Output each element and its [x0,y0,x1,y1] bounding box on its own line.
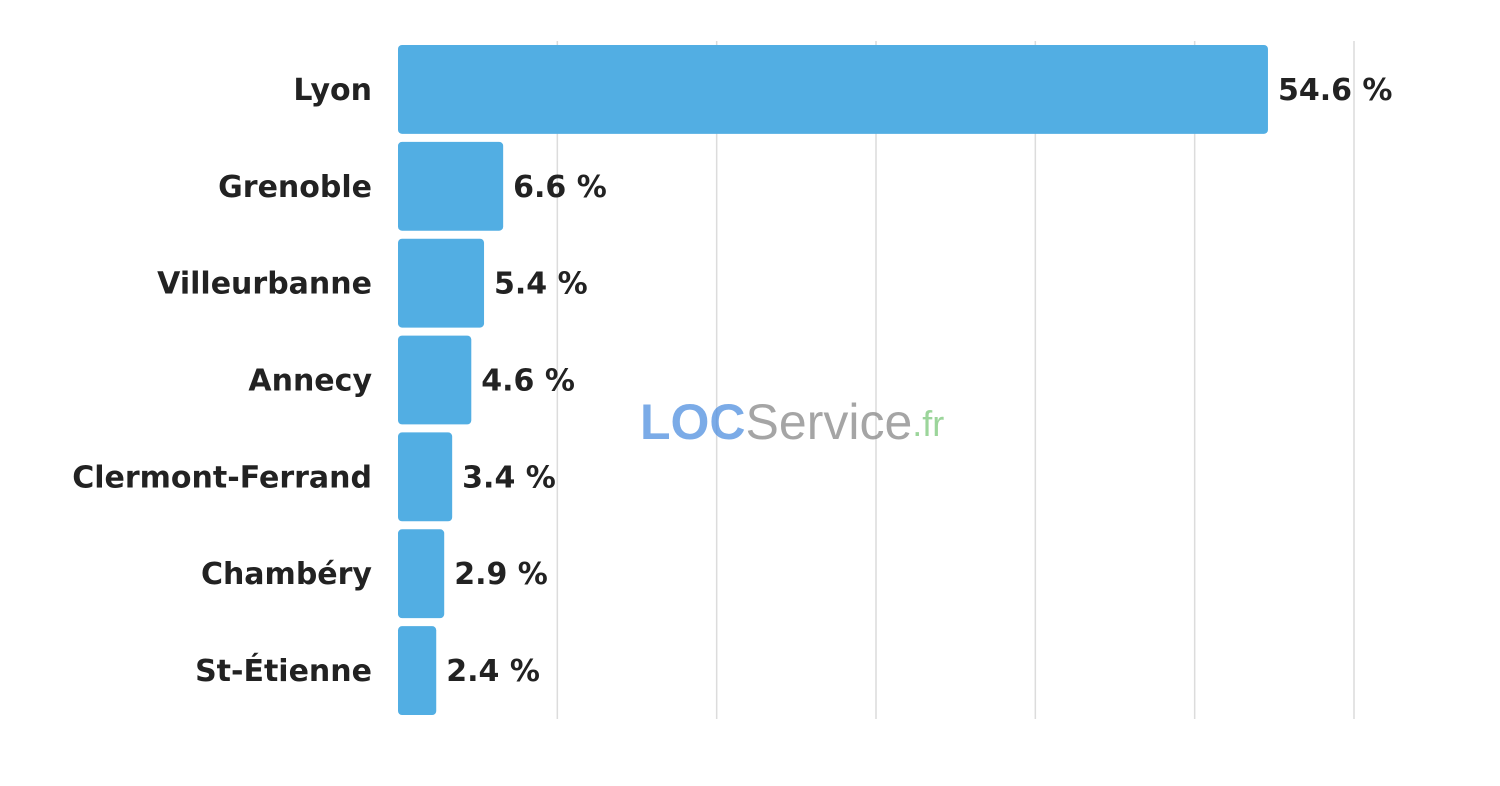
value-label: 54.6 % [1278,73,1393,108]
category-label: Lyon [293,73,372,108]
watermark: LOCService.fr [640,394,944,450]
bar [398,432,453,522]
bar [398,335,472,425]
bar [398,529,445,619]
category-label: Annecy [248,364,372,399]
value-label: 2.9 % [454,557,548,592]
watermark-loc: LOC [640,394,746,450]
bars: Lyon 54.6 % Grenoble 6.6 % Villeurbanne 5.4 %… [72,45,1392,715]
grid [556,41,1355,719]
value-label: 3.4 % [462,460,556,495]
category-label: Grenoble [218,170,372,205]
value-label: 5.4 % [494,267,588,302]
bar [398,45,1268,134]
bar [398,141,504,231]
category-label: Chambéry [201,557,372,592]
value-label: 6.6 % [513,170,607,205]
category-label: Villeurbanne [157,267,372,302]
category-label: St-Étienne [195,653,372,689]
value-label: 4.6 % [481,364,575,399]
value-label: 2.4 % [446,654,540,689]
watermark-fr: .fr [912,403,944,444]
bar [398,238,485,328]
watermark-service: Service [746,394,913,450]
category-label: Clermont-Ferrand [72,460,372,495]
bar [398,626,437,715]
